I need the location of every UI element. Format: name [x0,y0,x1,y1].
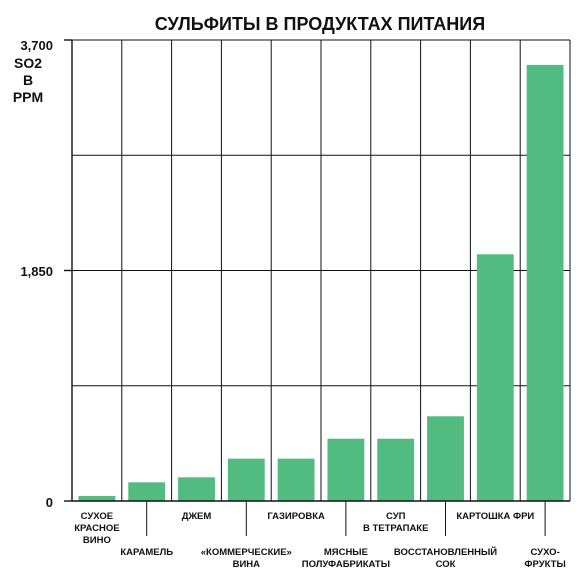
y-axis-label: SO2 B PPM [13,55,43,105]
bar [227,458,265,501]
y-tick-label-max: 3,700 [20,38,53,53]
x-tick-label: ГАЗИРОВКА [267,511,325,522]
bar [427,416,464,501]
x-tick-label: ВИНО [83,535,111,546]
bar [377,438,415,501]
x-tick-label: В ТЕТРАПАКЕ [363,523,429,534]
bars [78,64,564,502]
bar [476,254,514,501]
y-tick-labels: 3,700 1,850 0 [20,38,53,510]
y-axis-label-line: SO2 [14,55,42,71]
y-tick-label-zero: 0 [46,495,53,510]
x-tick-label: КАРАМЕЛЬ [120,547,173,558]
x-tick-label: ВОССТАНОВЛЕННЫЙ [394,546,497,558]
x-tick-label: МЯСНЫЕ [324,547,368,558]
bar [526,64,564,502]
x-tick-label: КРАСНОЕ [74,523,119,534]
y-tick-label-mid: 1,850 [20,264,53,279]
x-tick-label: КАРТОШКА ФРИ [456,511,534,522]
grid-lines [72,39,571,501]
y-axis-label-line: PPM [13,89,43,105]
bar [327,438,365,501]
chart-title: СУЛЬФИТЫ В ПРОДУКТАХ ПИТАНИЯ [155,14,485,34]
bar [178,477,215,501]
x-tick-label: ПОЛУФАБРИКАТЫ [302,559,390,570]
bar [78,496,116,501]
x-tick-label: СОК [436,559,456,570]
x-tick-label: ФРУКТЫ [524,559,565,570]
bar [128,482,166,501]
x-tick-label: СУХО- [530,547,559,558]
bar [277,458,315,501]
y-axis-label-line: B [23,72,33,88]
x-tick-label: ДЖЕМ [182,511,212,522]
axes [64,39,570,502]
x-tick-label: СУХОЕ [81,511,113,522]
x-tick-label: «КОММЕРЧЕСКИЕ» [201,547,292,558]
x-tick-label: ВИНА [233,559,261,570]
x-tick-label: СУП [386,511,406,522]
